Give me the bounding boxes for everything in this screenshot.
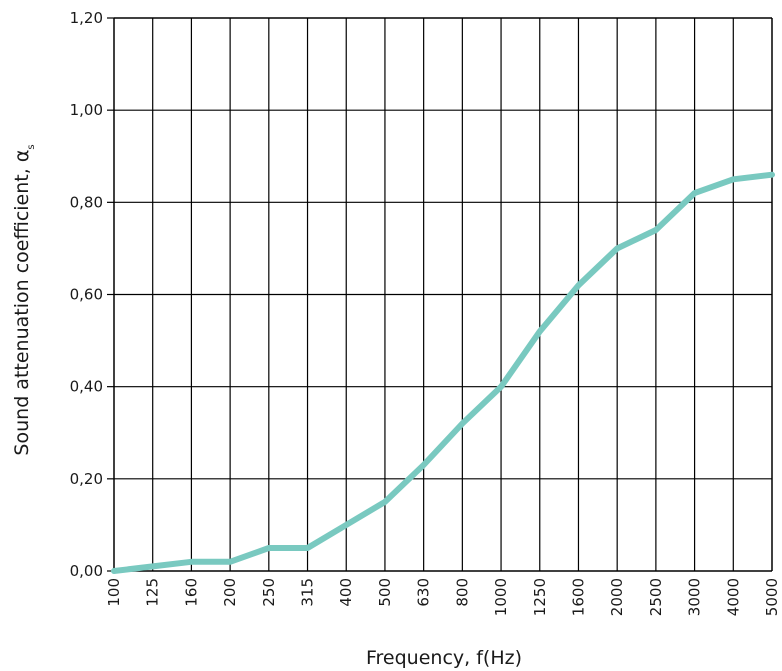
y-tick-label: 0,40	[70, 378, 103, 396]
x-tick-label: 250	[260, 578, 278, 607]
x-tick-label: 1000	[492, 578, 510, 616]
x-tick-labels: 100 125 160 200 250 315 400 500 630 800 1000 1250 16…	[105, 578, 781, 616]
x-tick-label: 200	[221, 578, 239, 607]
x-tick-label: 500	[376, 578, 394, 607]
x-tick-label: 160	[182, 578, 200, 607]
x-tick-label: 630	[415, 578, 433, 607]
y-tick-labels: 0,00 0,20 0,40 0,60 0,80 1,00 1,20	[70, 9, 103, 580]
x-tick-label: 100	[105, 578, 123, 607]
x-tick-label: 2500	[647, 578, 665, 616]
y-tick-label: 1,00	[70, 101, 103, 119]
x-tick-label: 125	[144, 578, 162, 607]
y-tick-label: 0,60	[70, 286, 103, 304]
x-tick-label: 1600	[569, 578, 587, 616]
y-tick-label: 1,20	[70, 9, 103, 27]
y-tick-label: 0,00	[70, 562, 103, 580]
series-line	[111, 171, 775, 574]
y-axis-title: Sound attenuation coefficient, αs	[11, 144, 37, 455]
x-axis-title: Frequency, f(Hz)	[366, 647, 522, 669]
x-tick-label: 1250	[531, 578, 549, 616]
x-tick-label: 4000	[724, 578, 742, 616]
y-tick-label: 0,20	[70, 470, 103, 488]
x-tick-label: 800	[453, 578, 471, 607]
y-tick-label: 0,80	[70, 193, 103, 211]
x-tick-label: 400	[337, 578, 355, 607]
x-tick-label: 5000	[763, 578, 781, 616]
x-tick-label: 2000	[608, 578, 626, 616]
x-tick-label: 3000	[686, 578, 704, 616]
x-tick-label: 315	[299, 578, 317, 607]
grid-lines	[107, 17, 773, 572]
